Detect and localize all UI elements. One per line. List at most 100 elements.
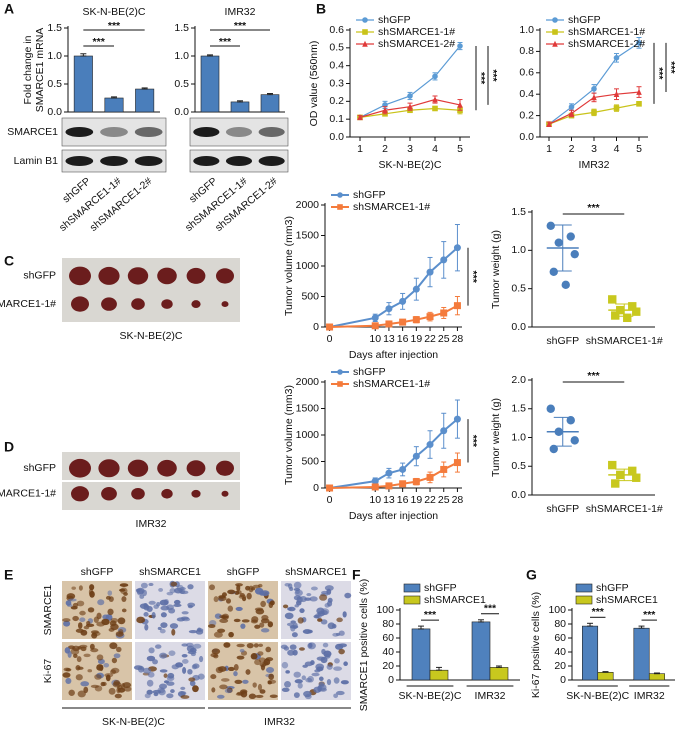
cell <box>86 620 91 626</box>
cell <box>121 596 127 602</box>
blot-band <box>100 127 128 137</box>
y-tick-label: 1000 <box>296 260 320 272</box>
y-axis-label: OD value (560nm) <box>308 41 320 127</box>
cell <box>186 645 195 652</box>
cell <box>67 650 72 658</box>
error-bar <box>436 666 442 671</box>
x-tick-label: SK-N-BE(2)C <box>566 690 629 702</box>
cell <box>148 582 154 587</box>
error-bar <box>615 303 634 317</box>
cell <box>216 694 225 699</box>
cell <box>197 627 202 632</box>
cell <box>102 614 109 620</box>
cell <box>188 629 198 634</box>
cell <box>283 646 290 651</box>
cell <box>180 691 187 695</box>
cell <box>187 668 193 675</box>
cell <box>181 611 189 615</box>
marker <box>432 105 438 112</box>
y-tick-label: 0.4 <box>329 59 344 71</box>
legend-marker <box>337 381 343 387</box>
legend-marker <box>552 40 558 47</box>
cell <box>83 686 89 694</box>
significance: *** <box>592 606 605 618</box>
cell <box>158 587 164 592</box>
y-axis-label: Tumor volume (mm3) <box>283 216 295 316</box>
x-tick-label: 1 <box>546 143 552 155</box>
marker <box>570 249 579 259</box>
y-tick-label: 1.0 <box>519 24 534 36</box>
y-tick-label: 0.6 <box>519 67 534 79</box>
cell <box>113 653 121 659</box>
legend-marker <box>337 204 343 210</box>
y-tick-label: 2000 <box>296 199 320 211</box>
marker <box>385 305 393 313</box>
marker <box>399 465 407 473</box>
cell <box>293 581 302 589</box>
cell <box>314 613 322 619</box>
x-tick-label: 3 <box>591 143 597 155</box>
x-tick-label: 3 <box>407 143 413 155</box>
marker <box>591 109 597 116</box>
y-tick-label: 60 <box>554 632 566 644</box>
bar <box>230 101 250 113</box>
cell <box>268 673 275 680</box>
y-tick-label: 500 <box>301 290 319 302</box>
error-bar <box>496 665 502 668</box>
cell <box>211 687 216 693</box>
marker <box>608 295 617 304</box>
cell <box>169 623 179 629</box>
x-tick-label: 13 <box>383 333 395 345</box>
panel-letter: D <box>4 439 14 455</box>
cell <box>343 661 348 667</box>
y-axis-label: Tumor weight (g) <box>490 398 502 477</box>
legend-swatch <box>575 583 593 593</box>
blot-band <box>65 156 94 166</box>
tumor <box>71 296 89 312</box>
cell <box>314 669 321 673</box>
ihc-column-label: shGFP <box>227 566 260 578</box>
y-tick-label: 0.0 <box>329 131 344 143</box>
cell <box>311 672 320 677</box>
cell <box>110 623 119 631</box>
significance: *** <box>653 67 665 80</box>
y-axis-label: Fold change in <box>22 35 34 104</box>
cell <box>167 672 175 679</box>
tumor <box>98 459 120 478</box>
error-bar <box>267 93 273 96</box>
marker <box>632 307 641 316</box>
x-tick-label: IMR32 <box>634 690 665 702</box>
marker <box>611 479 620 488</box>
cell <box>228 631 234 638</box>
cell <box>237 590 242 595</box>
cell <box>192 643 202 649</box>
marker <box>546 221 555 230</box>
cell <box>70 605 78 610</box>
legend-label: shGFP <box>378 14 411 26</box>
y-tick-label: 1.0 <box>47 50 62 62</box>
marker <box>357 114 363 121</box>
cell <box>287 606 296 612</box>
cell <box>166 693 174 699</box>
marker <box>426 441 434 449</box>
significance: *** <box>219 36 232 48</box>
tumor <box>191 489 201 498</box>
marker <box>628 466 637 476</box>
y-tick-label: 0.0 <box>174 106 189 118</box>
cell <box>236 643 245 648</box>
x-tick-label: 2 <box>569 143 575 155</box>
legend-swatch <box>403 583 421 593</box>
cell <box>257 583 263 588</box>
cell <box>96 664 104 671</box>
ihc-group-label: SK-N-BE(2)C <box>102 716 165 728</box>
cell <box>227 605 234 612</box>
cell <box>299 647 305 651</box>
significance: *** <box>93 36 106 48</box>
cell <box>265 666 275 674</box>
error-bar <box>207 54 213 57</box>
tumor <box>131 487 145 500</box>
blot-band <box>225 156 253 166</box>
cell <box>307 642 316 650</box>
cell <box>246 592 252 600</box>
x-tick-label: SK-N-BE(2)C <box>398 690 461 702</box>
